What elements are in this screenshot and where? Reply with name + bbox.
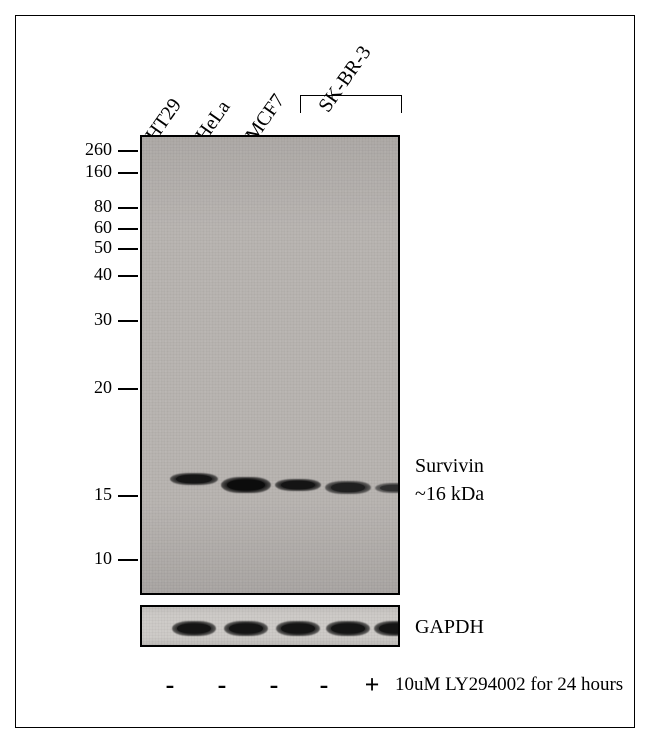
- treatment-minus: -: [312, 670, 336, 700]
- mw-marker-label: 20: [72, 377, 112, 398]
- mw-marker-tick: [118, 172, 138, 174]
- survivin-label: Survivin: [415, 455, 484, 478]
- survivin-blot-panel: [140, 135, 400, 595]
- lane-labels-row: HT29HeLaMCF7SK-BR-3: [0, 60, 650, 140]
- treatment-label: 10uM LY294002 for 24 hours: [395, 674, 623, 696]
- band-core: [281, 481, 316, 489]
- treatment-minus: -: [210, 670, 234, 700]
- band-core: [281, 624, 314, 634]
- band-core: [229, 624, 262, 634]
- mw-marker-label: 80: [72, 196, 112, 217]
- band-core: [331, 624, 364, 634]
- band-core: [379, 624, 400, 634]
- mw-marker-tick: [118, 228, 138, 230]
- band-core: [227, 480, 265, 490]
- mw-marker-tick: [118, 275, 138, 277]
- survivin-mw-label: ~16 kDa: [415, 483, 484, 506]
- mw-marker-tick: [118, 207, 138, 209]
- mw-marker-label: 30: [72, 309, 112, 330]
- gapdh-blot-panel: [140, 605, 400, 647]
- mw-marker-tick: [118, 495, 138, 497]
- mw-marker-tick: [118, 150, 138, 152]
- treatment-minus: -: [158, 670, 182, 700]
- mw-marker-tick: [118, 320, 138, 322]
- mw-marker-tick: [118, 388, 138, 390]
- mw-marker-label: 50: [72, 237, 112, 258]
- mw-marker-label: 60: [72, 217, 112, 238]
- band-core: [176, 475, 212, 483]
- band-core: [177, 624, 210, 634]
- mw-marker-label: 260: [72, 139, 112, 160]
- mw-marker-label: 15: [72, 484, 112, 505]
- mw-marker-label: 10: [72, 548, 112, 569]
- mw-marker-tick: [118, 559, 138, 561]
- treatment-minus: -: [262, 670, 286, 700]
- band-core: [380, 485, 400, 491]
- mw-marker-tick: [118, 248, 138, 250]
- skbr3-bracket: [300, 95, 402, 113]
- mw-marker-label: 40: [72, 264, 112, 285]
- western-blot-figure: HT29HeLaMCF7SK-BR-3 260160 806050 40 30 20 15…: [0, 0, 650, 743]
- gapdh-label: GAPDH: [415, 616, 484, 639]
- treatment-plus: +: [360, 670, 384, 700]
- mw-marker-label: 160: [72, 161, 112, 182]
- band-core: [331, 483, 366, 491]
